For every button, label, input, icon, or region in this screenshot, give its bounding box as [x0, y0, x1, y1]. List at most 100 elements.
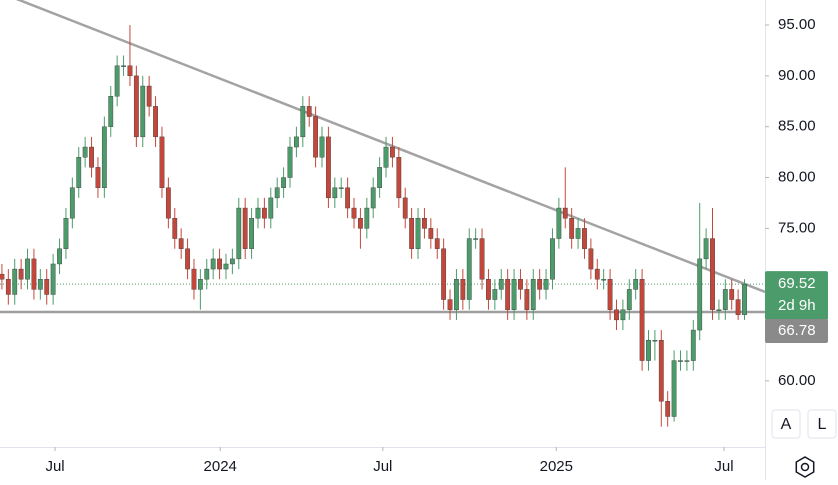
last-price-label: 69.52 — [778, 275, 816, 292]
candle-body — [191, 268, 197, 290]
candle-body — [377, 167, 383, 188]
candle-body — [524, 289, 530, 310]
candle-body — [5, 279, 11, 295]
candle-body — [626, 289, 632, 310]
scale-button[interactable]: A — [771, 409, 801, 439]
candle-body — [434, 238, 440, 249]
candle-body — [332, 187, 338, 199]
candle-body — [76, 157, 82, 188]
candle-body — [562, 207, 568, 219]
candle-body — [543, 279, 549, 290]
candle-body — [575, 228, 581, 239]
y-tick-label: 75.00 — [778, 219, 816, 236]
candle-body — [31, 258, 37, 290]
candle-body — [370, 187, 376, 209]
candle-body — [390, 146, 395, 158]
x-tick-label: 2025 — [540, 458, 573, 475]
candle-body — [742, 283, 747, 316]
candle-body — [178, 238, 184, 249]
candle-body — [185, 248, 190, 270]
candle-body — [57, 248, 62, 265]
gear-center — [800, 462, 810, 472]
candle-body — [601, 279, 607, 281]
candle-body — [95, 167, 101, 188]
candle-body — [82, 146, 88, 158]
candle-body — [0, 273, 5, 280]
candle-body — [268, 197, 274, 219]
candle-body — [18, 268, 24, 280]
candle-body — [537, 279, 543, 290]
candle-body — [658, 340, 664, 402]
trendline — [15, 0, 766, 294]
candle-body — [409, 218, 415, 249]
candle-body — [345, 187, 351, 209]
candle-body — [498, 279, 504, 290]
candle-body — [447, 299, 453, 310]
gear-shape — [795, 456, 815, 478]
candle-body — [710, 238, 715, 310]
candle-body — [678, 360, 683, 362]
candle-body — [146, 85, 152, 107]
candle-body — [50, 263, 56, 295]
x-tick-label: Jul — [373, 458, 392, 475]
candle-body — [703, 238, 709, 260]
candle-body — [25, 258, 30, 280]
candle-body — [473, 238, 479, 240]
candle-body — [690, 329, 696, 361]
candle-body — [306, 106, 312, 117]
candle-body — [69, 187, 75, 219]
candle-body — [287, 146, 293, 178]
candle-body — [428, 228, 434, 239]
button-label: L — [818, 416, 827, 433]
candle-body — [671, 360, 677, 417]
candle-body — [108, 95, 114, 127]
candle-body — [165, 187, 171, 219]
candle-body — [293, 136, 299, 148]
candle-body — [402, 197, 408, 219]
candle-body — [44, 279, 50, 295]
candle-body — [614, 309, 619, 321]
candle-body — [159, 136, 165, 188]
candle-body — [633, 279, 639, 290]
candle-body — [556, 207, 562, 239]
candle-body — [300, 106, 306, 138]
candle-body — [422, 218, 427, 229]
candle-body — [197, 279, 203, 290]
candle-body — [607, 279, 613, 310]
candle-body — [114, 65, 120, 97]
candle-body — [217, 258, 222, 270]
candle-body — [210, 258, 216, 270]
candle-body — [620, 309, 626, 321]
candle-body — [652, 340, 658, 342]
scale-button[interactable]: L — [807, 409, 837, 439]
candle-body — [479, 238, 485, 280]
candle-body — [12, 268, 18, 295]
button-label: A — [781, 416, 792, 433]
y-tick-label: 95.00 — [778, 16, 816, 33]
candle-body — [722, 289, 728, 310]
y-tick-label: 85.00 — [778, 118, 816, 135]
candle-body — [338, 187, 344, 189]
candle-body — [716, 309, 722, 311]
settings-icon[interactable] — [795, 456, 815, 478]
x-tick-label: 2024 — [204, 458, 237, 475]
candle-body — [569, 218, 575, 239]
candle-body — [89, 146, 94, 168]
candle-body — [261, 207, 267, 219]
candle-body — [441, 248, 447, 300]
candle-body — [204, 268, 210, 280]
candle-body — [121, 65, 126, 67]
y-tick-label: 90.00 — [778, 67, 816, 84]
candle-body — [454, 279, 459, 310]
candle-body — [550, 238, 555, 280]
candle-body — [127, 65, 133, 77]
candle-body — [383, 146, 389, 168]
candle-body — [505, 279, 511, 310]
candle-body — [172, 218, 178, 239]
candle-body — [518, 279, 523, 290]
x-tick-label: Jul — [714, 458, 733, 475]
candle-body — [582, 228, 587, 249]
candle-body — [594, 268, 600, 280]
button-frame — [807, 409, 837, 439]
